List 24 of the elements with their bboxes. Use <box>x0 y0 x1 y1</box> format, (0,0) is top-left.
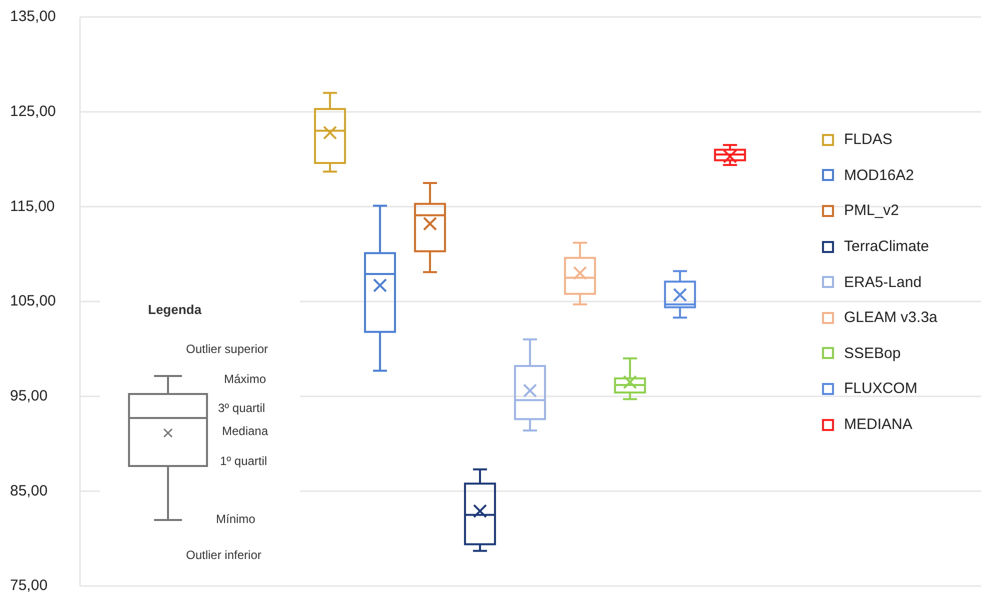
legend-label: FLUXCOM <box>844 380 918 398</box>
legend-label: ERA5-Land <box>844 274 922 291</box>
legend-label: PML_v2 <box>844 202 900 220</box>
annotation: 1º quartil <box>220 454 268 468</box>
y-tick-label: 125,00 <box>10 102 56 120</box>
y-tick-label: 105,00 <box>10 292 56 310</box>
annotation: 3º quartil <box>218 401 266 415</box>
y-tick-label: 85,00 <box>10 482 48 500</box>
annotation: Legenda <box>148 302 202 317</box>
annotation: Outlier superior <box>186 342 268 356</box>
annotation: Máximo <box>224 372 266 386</box>
annotation: Mínimo <box>216 512 256 526</box>
legend-label: MEDIANA <box>844 416 912 434</box>
y-tick-label: 135,00 <box>10 8 56 26</box>
annotation: Mediana <box>222 424 268 438</box>
legend-label: GLEAM v3.3a <box>844 309 938 326</box>
y-tick-label: 95,00 <box>10 387 48 404</box>
legend-label: FLDAS <box>844 131 892 148</box>
legend-label: SSEBop <box>844 344 901 362</box>
legend-label: TerraClimate <box>844 238 930 256</box>
annotation: Outlier inferior <box>186 548 262 562</box>
y-tick-label: 75,00 <box>10 577 48 594</box>
legend-label: MOD16A2 <box>844 166 914 184</box>
y-tick-label: 115,00 <box>10 198 55 215</box>
